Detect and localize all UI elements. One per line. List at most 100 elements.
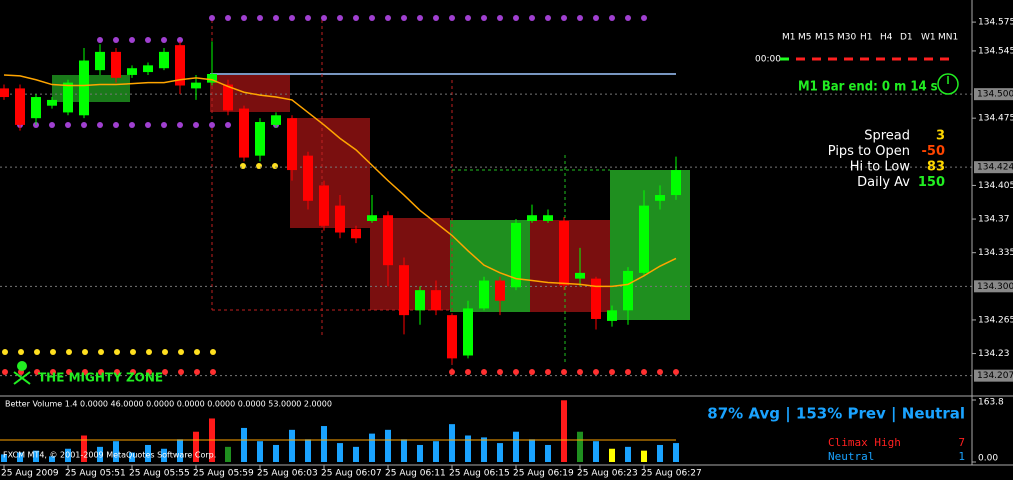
timeframe: H1 [860, 33, 873, 43]
candle-body [303, 155, 313, 201]
candle-body [415, 290, 425, 311]
candle-body [479, 280, 489, 309]
dot [609, 15, 615, 21]
volume-bar [97, 446, 103, 462]
dot [273, 15, 279, 21]
stat-label: Hi to Low [850, 160, 911, 175]
candle-body [207, 73, 217, 83]
candle-body [367, 215, 377, 221]
dot [481, 15, 487, 21]
dot [353, 15, 359, 21]
dot [433, 15, 439, 21]
indicator-label: Better Volume 1.4 0.0000 46.0000 0.0000 … [5, 400, 332, 409]
dot [82, 369, 88, 375]
clock-icon [937, 73, 959, 95]
dot [641, 15, 647, 21]
timeframe: H4 [880, 33, 893, 43]
x-tick-label: 25 Aug 06:19 [513, 469, 574, 479]
climax-label: Climax High [828, 436, 901, 449]
timer: 00:00 [755, 55, 781, 65]
dot [481, 369, 487, 375]
price-box-label: 134.424 [977, 163, 1013, 173]
dot [305, 15, 311, 21]
timeframe: W1 [921, 33, 936, 43]
dot [162, 349, 168, 355]
bar-end: M1 Bar end: 0 m 14 s [798, 80, 938, 95]
dot [97, 37, 103, 43]
dot [65, 122, 71, 128]
timeframe: D1 [900, 33, 913, 43]
dot [513, 369, 519, 375]
dot [113, 37, 119, 43]
dot [257, 15, 263, 21]
dot [289, 15, 295, 21]
dot [130, 349, 136, 355]
zone [290, 118, 370, 228]
dot [465, 369, 471, 375]
candle-body [255, 122, 265, 156]
dot [18, 349, 24, 355]
volume-bar [625, 446, 631, 462]
timeframe: M30 [837, 33, 856, 43]
candle-body [575, 272, 585, 279]
dot [34, 349, 40, 355]
volume-bar [33, 450, 39, 462]
volume-bar [433, 441, 439, 462]
dot [145, 122, 151, 128]
dot [50, 369, 56, 375]
dot [609, 369, 615, 375]
candle-body [79, 60, 89, 116]
volume-bar [673, 443, 679, 462]
dot [209, 15, 215, 21]
volume-bar [593, 441, 599, 462]
y-tick-label: 134.23 [978, 349, 1010, 359]
dot [161, 122, 167, 128]
dot [97, 122, 103, 128]
dot [385, 15, 391, 21]
dot [114, 369, 120, 375]
dot [114, 349, 120, 355]
dot [497, 369, 503, 375]
volume-chart: 163.8 0.00 [0, 398, 1004, 464]
dot [449, 15, 455, 21]
candle-body [639, 205, 649, 273]
dot [401, 15, 407, 21]
dot [417, 15, 423, 21]
timeframe: M1 [782, 33, 796, 43]
dot [673, 369, 679, 375]
dot [593, 15, 599, 21]
volume-bar [641, 450, 647, 462]
dot [66, 369, 72, 375]
candle-body [543, 215, 553, 221]
dot [561, 15, 567, 21]
volume-bar [113, 441, 119, 462]
candle-body [447, 315, 457, 359]
volume-bar [225, 446, 231, 462]
candle-body [15, 88, 25, 125]
dot [50, 349, 56, 355]
dot [146, 349, 152, 355]
dot [241, 15, 247, 21]
candle-body [223, 84, 233, 111]
dot [545, 369, 551, 375]
price-box [974, 369, 1013, 382]
dot [545, 15, 551, 21]
dot [465, 15, 471, 21]
dot [82, 349, 88, 355]
moving-average [3, 74, 677, 288]
candle-body [511, 222, 521, 288]
dot [194, 349, 200, 355]
skull-icon [17, 361, 27, 371]
volume-bar [1, 454, 7, 462]
dot [178, 369, 184, 375]
dots-layer [2, 15, 679, 375]
candle-body [399, 265, 409, 316]
dot [81, 122, 87, 128]
candle-body [63, 82, 73, 113]
dot [561, 369, 567, 375]
x-tick-label: 25 Aug 05:55 [129, 469, 190, 479]
stat-value: 83 [927, 160, 945, 175]
stat-value: -50 [922, 144, 946, 159]
y-tick-label: 134.335 [978, 248, 1013, 258]
dot [529, 15, 535, 21]
